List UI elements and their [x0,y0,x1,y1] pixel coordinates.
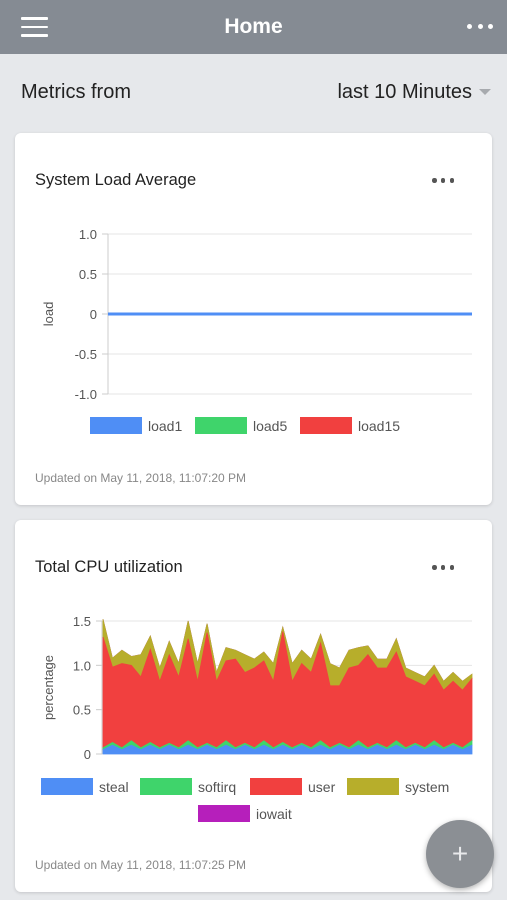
legend-swatch-iowait[interactable] [198,805,250,822]
y-tick-label: 1.0 [73,658,91,673]
y-axis-title: percentage [41,655,56,720]
y-axis-title: load [41,302,56,327]
card-title: System Load Average [35,171,197,189]
legend-label-softirq[interactable]: softirq [198,779,236,795]
legend-swatch-load15[interactable] [300,417,352,434]
y-tick-label: 1.0 [79,227,97,242]
page-title: Home [224,15,283,38]
load-average-chart: 1.0 0.5 0 -0.5 -1.0 load load1 load5 load15 [41,227,472,434]
card-more-options-icon[interactable] [432,178,454,183]
legend-label-load15[interactable]: load15 [358,418,400,434]
y-tick-label: -0.5 [75,347,97,362]
legend-label-iowait[interactable]: iowait [256,806,292,822]
plus-icon: + [451,838,469,869]
series-area-steal [102,744,473,755]
load-average-card: System Load Average 1.0 0.5 0 -0.5 -1.0 load l… [15,133,492,505]
legend-label-steal[interactable]: steal [99,779,129,795]
y-tick-label: 0.5 [79,267,97,282]
card-more-options-icon[interactable] [432,565,454,570]
legend-label-load1[interactable]: load1 [148,418,182,434]
more-options-icon[interactable] [467,24,493,30]
legend-swatch-load5[interactable] [195,417,247,434]
y-tick-label: 0 [84,747,91,762]
caret-down-icon [479,89,491,95]
y-tick-label: -1.0 [75,387,97,402]
cpu-utilization-card: Total CPU utilization 1.5 1.0 0.5 0 percenta… [15,520,492,892]
updated-timestamp: Updated on May 11, 2018, 11:07:20 PM [35,471,247,485]
hamburger-menu-icon[interactable] [21,17,48,37]
card-title: Total CPU utilization [35,558,183,576]
legend-label-system[interactable]: system [405,779,449,795]
legend-label-user[interactable]: user [308,779,336,795]
legend-swatch-system[interactable] [347,778,399,795]
app-bar: Home [0,0,507,54]
metrics-range-row: Metrics from last 10 Minutes [0,54,507,130]
legend-label-load5[interactable]: load5 [253,418,287,434]
add-button[interactable]: + [426,820,494,888]
legend-swatch-load1[interactable] [90,417,142,434]
y-tick-label: 0 [90,307,97,322]
y-tick-label: 0.5 [73,703,91,718]
legend-swatch-steal[interactable] [41,778,93,795]
metrics-from-label: Metrics from [21,80,131,103]
cpu-utilization-chart: 1.5 1.0 0.5 0 percentage steal softirq user syst… [41,614,473,822]
time-range-select[interactable]: last 10 Minutes [337,81,491,104]
y-tick-label: 1.5 [73,614,91,629]
time-range-value: last 10 Minutes [337,80,472,103]
updated-timestamp: Updated on May 11, 2018, 11:07:25 PM [35,858,247,872]
legend-swatch-softirq[interactable] [140,778,192,795]
legend-swatch-user[interactable] [250,778,302,795]
